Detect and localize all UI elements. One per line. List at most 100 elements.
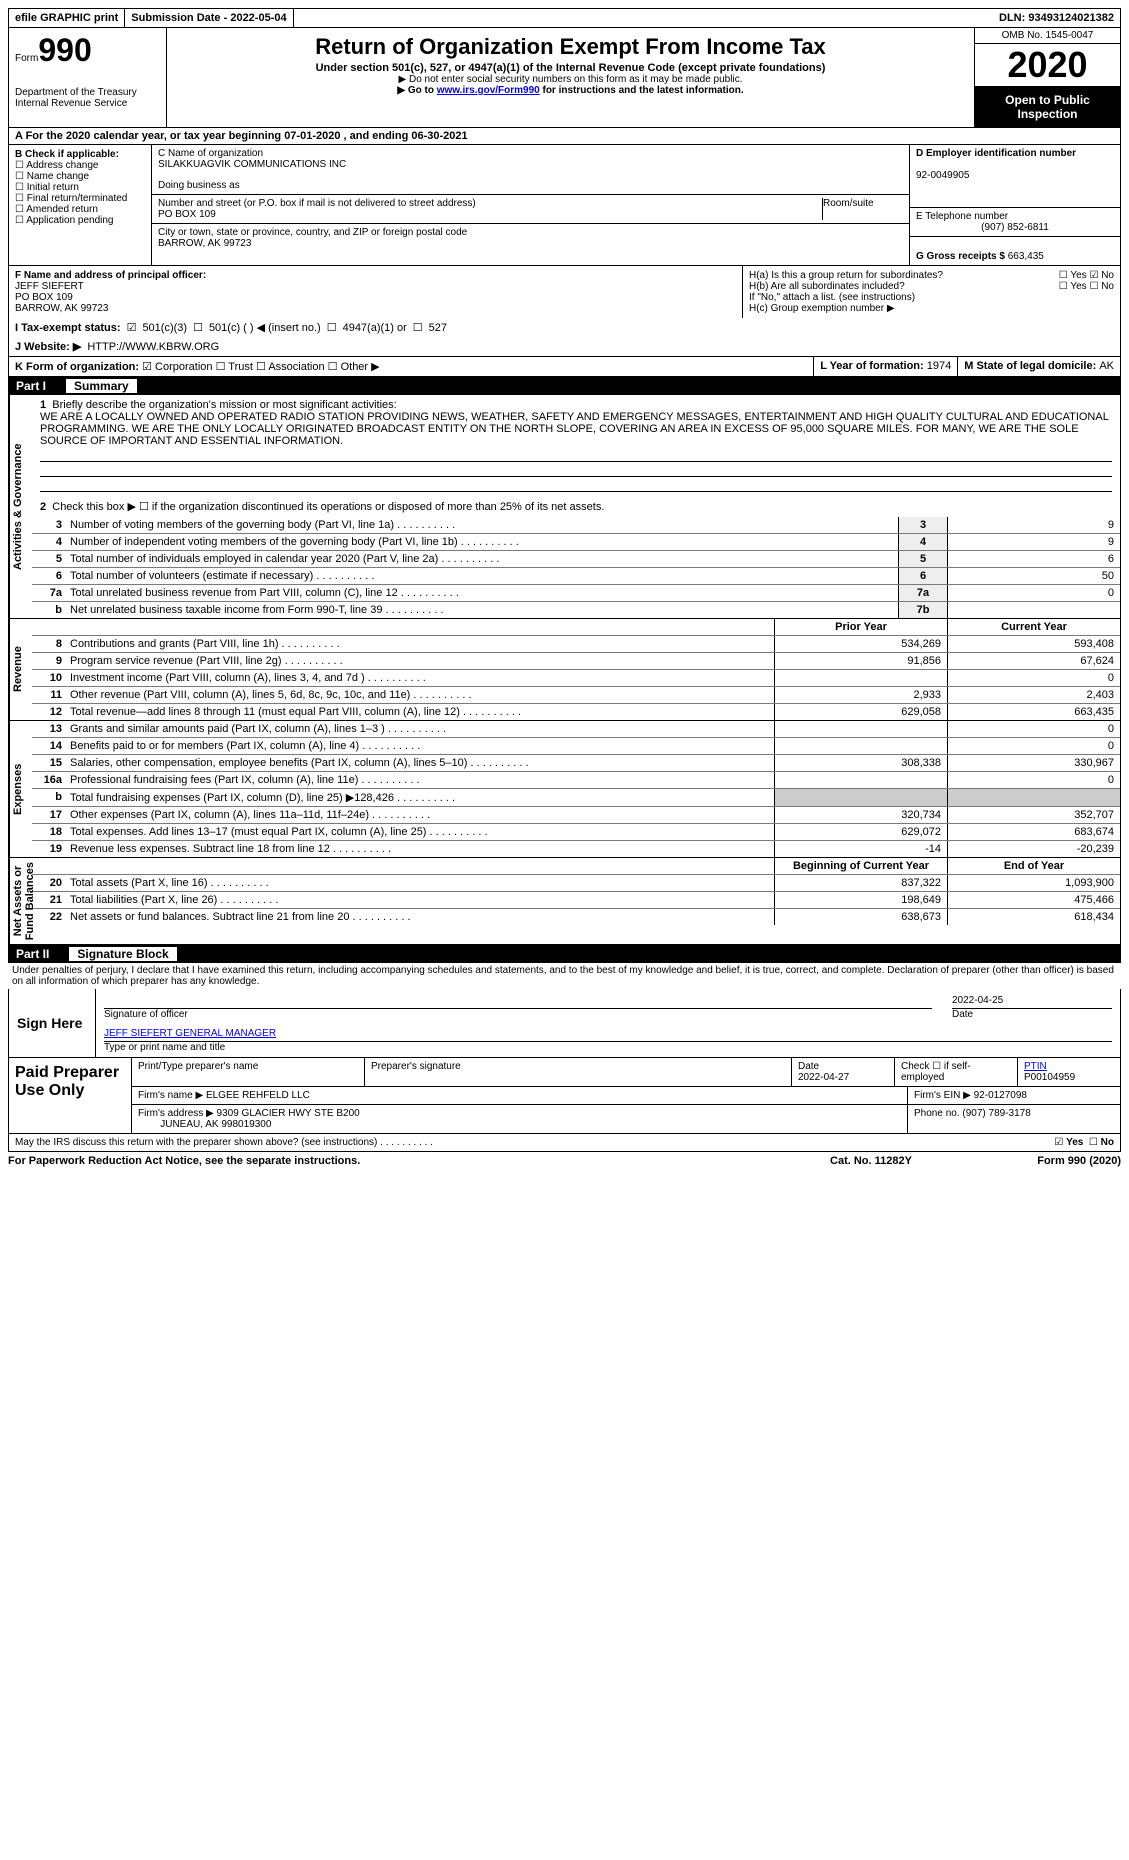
officer-name-label: Type or print name and title (104, 1042, 1112, 1053)
summary-line: 11Other revenue (Part VIII, column (A), … (32, 687, 1120, 704)
summary-line: 8Contributions and grants (Part VIII, li… (32, 636, 1120, 653)
summary-line: 12Total revenue—add lines 8 through 11 (… (32, 704, 1120, 720)
hb-answer: Yes No (1059, 281, 1114, 292)
prep-date: 2022-04-27 (798, 1072, 849, 1083)
omb-number: OMB No. 1545-0047 (975, 28, 1120, 44)
org-name-label: C Name of organization (158, 148, 263, 159)
ha-label: H(a) Is this a group return for subordin… (749, 270, 943, 281)
checkbox-item: Address change (15, 160, 145, 171)
discuss-answer: Yes No (1054, 1137, 1114, 1148)
ha-answer: Yes No (1059, 270, 1114, 281)
checkbox-item: Final return/terminated (15, 193, 145, 204)
discuss-row: May the IRS discuss this return with the… (9, 1133, 1120, 1151)
sig-date: 2022-04-25 (952, 993, 1112, 1009)
firm-phone: (907) 789-3178 (962, 1108, 1030, 1119)
tab-netassets: Net Assets or Fund Balances (9, 858, 32, 944)
sig-date-label: Date (952, 1009, 1112, 1020)
sig-officer-label: Signature of officer (104, 1009, 932, 1020)
summary-body: Activities & Governance 1 Briefly descri… (8, 395, 1121, 945)
row-kl: K Form of organization: Corporation Trus… (8, 357, 1121, 377)
summary-line: 17Other expenses (Part IX, column (A), l… (32, 807, 1120, 824)
dln: DLN: 93493124021382 (993, 9, 1120, 27)
prep-selfemp: Check ☐ if self-employed (895, 1058, 1018, 1086)
checkbox-item: Name change (15, 171, 145, 182)
section-bcd: B Check if applicable: Address changeNam… (8, 145, 1121, 266)
col-b: B Check if applicable: Address changeNam… (9, 145, 152, 265)
discuss-question: May the IRS discuss this return with the… (15, 1137, 377, 1148)
tax-year: 2020 (975, 44, 1120, 87)
firm-addr2: JUNEAU, AK 998019300 (160, 1119, 271, 1130)
checkbox-item: Amended return (15, 204, 145, 215)
preparer-title: Paid Preparer Use Only (9, 1058, 132, 1133)
row-k: K Form of organization: Corporation Trus… (9, 357, 814, 376)
officer-printed-name[interactable]: JEFF SIEFERT GENERAL MANAGER (104, 1028, 276, 1039)
summary-line: 6Total number of volunteers (estimate if… (32, 568, 1120, 585)
city-value: BARROW, AK 99723 (158, 238, 251, 249)
form-header: Form990 Department of the Treasury Inter… (8, 28, 1121, 128)
open-inspection: Open to Public Inspection (975, 87, 1120, 127)
row-j: J Website: ▶ HTTP://WWW.KBRW.ORG (8, 337, 1121, 357)
chk-4947 (327, 321, 337, 334)
street-label: Number and street (or P.O. box if mail i… (158, 198, 476, 209)
row-l: L Year of formation: 1974 (814, 357, 958, 376)
gross-label: G Gross receipts $ (916, 251, 1008, 262)
summary-line: bNet unrelated business taxable income f… (32, 602, 1120, 618)
part1-title: Summary (66, 379, 137, 393)
row-m: M State of legal domicile: AK (958, 357, 1120, 376)
perjury-text: Under penalties of perjury, I declare th… (8, 963, 1121, 989)
tax-status-label: I Tax-exempt status: (15, 322, 121, 334)
city-label: City or town, state or province, country… (158, 227, 467, 238)
summary-line: 22Net assets or fund balances. Subtract … (32, 909, 1120, 925)
line-1: 1 Briefly describe the organization's mi… (32, 395, 1120, 496)
tab-revenue: Revenue (9, 619, 32, 720)
part2-header: Part II Signature Block (8, 945, 1121, 963)
summary-line: 4Number of independent voting members of… (32, 534, 1120, 551)
chk-527 (413, 321, 423, 334)
summary-line: 15Salaries, other compensation, employee… (32, 755, 1120, 772)
footer-left: For Paperwork Reduction Act Notice, see … (8, 1155, 771, 1167)
note-ssn: ▶ Do not enter social security numbers o… (173, 74, 968, 85)
website-url: HTTP://WWW.KBRW.ORG (87, 341, 219, 353)
ptin-value: P00104959 (1024, 1072, 1075, 1083)
street-value: PO BOX 109 (158, 209, 216, 220)
summary-line: 5Total number of individuals employed in… (32, 551, 1120, 568)
form-title: Return of Organization Exempt From Incom… (173, 34, 968, 60)
ein-value: 92-0049905 (916, 170, 969, 181)
summary-line: 18Total expenses. Add lines 13–17 (must … (32, 824, 1120, 841)
line-2: 2 Check this box ▶ ☐ if the organization… (32, 496, 1120, 517)
part2-label: Part II (16, 947, 49, 961)
officer-addr2: BARROW, AK 99723 (15, 303, 108, 314)
col-d: D Employer identification number 92-0049… (910, 145, 1120, 265)
submission-date: Submission Date - 2022-05-04 (125, 9, 293, 27)
footer-right: Form 990 (2020) (971, 1155, 1121, 1167)
row-fh: F Name and address of principal officer:… (8, 266, 1121, 318)
checkbox-item: Application pending (15, 215, 145, 226)
footer-mid: Cat. No. 11282Y (771, 1155, 971, 1167)
q1-text: WE ARE A LOCALLY OWNED AND OPERATED RADI… (40, 411, 1108, 447)
row-i: I Tax-exempt status: 501(c)(3) 501(c) ( … (8, 318, 1121, 337)
summary-line: 10Investment income (Part VIII, column (… (32, 670, 1120, 687)
part1-label: Part I (16, 379, 46, 393)
hc-label: H(c) Group exemption number ▶ (749, 303, 1114, 314)
chk-501c3 (127, 321, 137, 334)
instructions-link[interactable]: www.irs.gov/Form990 (437, 85, 540, 96)
col-current-year: Current Year (947, 619, 1120, 635)
form-word: Form (15, 53, 38, 64)
form-subtitle: Under section 501(c), 527, or 4947(a)(1)… (173, 62, 968, 74)
gross-value: 663,435 (1008, 251, 1044, 262)
prep-sig-hdr: Preparer's signature (365, 1058, 792, 1086)
summary-line: 16aProfessional fundraising fees (Part I… (32, 772, 1120, 789)
firm-ein-label: Firm's EIN ▶ (914, 1090, 971, 1101)
signature-section: Sign Here Signature of officer 2022-04-2… (8, 989, 1121, 1152)
ptin-label[interactable]: PTIN (1024, 1061, 1047, 1072)
officer-label: F Name and address of principal officer: (15, 270, 206, 281)
netassets-header: Beginning of Current Year End of Year (32, 858, 1120, 875)
prep-date-hdr: Date (798, 1061, 819, 1072)
firm-name: ELGEE REHFELD LLC (206, 1090, 310, 1101)
hb-label: H(b) Are all subordinates included? (749, 281, 905, 292)
firm-ein: 92-0127098 (974, 1090, 1027, 1101)
row-a-tax-year: A For the 2020 calendar year, or tax yea… (8, 128, 1121, 145)
header-left: Form990 Department of the Treasury Inter… (9, 28, 167, 127)
org-name: SILAKKUAGVIK COMMUNICATIONS INC (158, 159, 346, 170)
top-bar: efile GRAPHIC print Submission Date - 20… (8, 8, 1121, 28)
